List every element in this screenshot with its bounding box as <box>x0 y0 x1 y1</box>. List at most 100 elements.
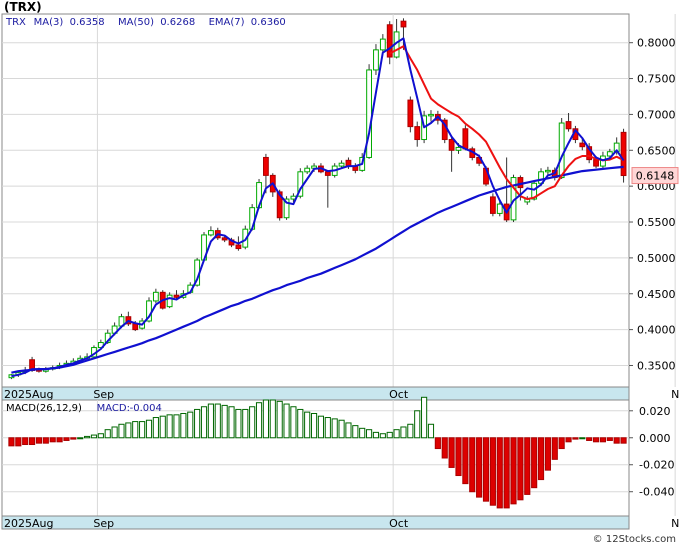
candle-body <box>407 99 414 128</box>
candle-body <box>448 139 455 151</box>
macd-legend-label: MACD: <box>97 403 130 414</box>
price-tick-label: 0.6500 <box>637 144 676 157</box>
candle-body <box>132 323 139 331</box>
macd-bar <box>517 437 524 501</box>
macd-bar <box>620 437 627 444</box>
macd-bar <box>173 414 180 439</box>
candle-body <box>207 230 214 236</box>
macd-bar <box>187 411 194 439</box>
candle-body <box>152 291 159 302</box>
macd-bar <box>379 433 386 439</box>
x-tick-label: Sep <box>93 388 114 401</box>
macd-bar <box>345 422 352 439</box>
macd-bar <box>15 437 22 447</box>
macd-bar <box>489 437 496 506</box>
macd-bar <box>200 406 208 439</box>
candle-body <box>606 151 613 157</box>
macd-bar <box>49 437 56 443</box>
candle-body <box>400 20 407 28</box>
macd-bar <box>255 402 263 439</box>
macd-bar <box>386 431 393 439</box>
candle-body <box>338 162 345 167</box>
symbol-label: (TRX) <box>4 0 42 14</box>
macd-bar <box>63 437 70 441</box>
macd-bar <box>304 411 311 439</box>
x-axis-band <box>1 515 630 530</box>
macd-bar <box>317 415 325 439</box>
macd-legend: MACD(26,12,9) MACD: -0.004 <box>6 403 162 414</box>
macd-bar <box>427 423 435 439</box>
macd-bar <box>510 437 517 505</box>
macd-bar <box>125 422 132 439</box>
macd-bar <box>524 437 531 495</box>
macd-bar <box>77 437 84 440</box>
macd-bar <box>84 435 91 439</box>
price-tick-label: 0.7500 <box>637 73 676 86</box>
legend-value: 0.6268 <box>160 17 195 28</box>
macd-bar <box>503 437 510 509</box>
macd-bar <box>482 437 490 502</box>
macd-bar <box>407 423 414 439</box>
legend-label: EMA(7) <box>209 17 245 28</box>
macd-bar <box>159 415 166 439</box>
price-plot-frame <box>1 13 630 388</box>
macd-tick-label: -0.040 <box>639 486 674 499</box>
macd-bar <box>613 437 620 444</box>
macd-bar <box>90 434 98 439</box>
candle-body <box>544 169 551 173</box>
macd-bar <box>194 408 201 439</box>
macd-bar <box>297 408 304 439</box>
candle-body <box>414 126 421 141</box>
macd-bar <box>56 437 63 443</box>
macd-bar <box>558 437 565 450</box>
candle-body <box>276 191 283 219</box>
macd-bar <box>235 408 242 439</box>
macd-bar <box>565 437 572 443</box>
price-panel: 0.80000.75000.70000.65000.60000.55000.50… <box>1 13 680 401</box>
macd-tick-label: -0.020 <box>639 459 674 472</box>
macd-bar <box>599 437 607 443</box>
price-tick-label: 0.7000 <box>637 108 676 121</box>
candle-body <box>489 196 496 214</box>
candle-body <box>304 167 311 173</box>
macd-tick-label: 0.000 <box>639 432 671 445</box>
candle-body <box>379 38 386 51</box>
macd-bar <box>586 437 593 441</box>
candle-body <box>620 131 627 177</box>
macd-bar <box>441 437 448 459</box>
candle-body <box>428 113 434 117</box>
macd-bar <box>269 399 276 439</box>
x-tick-label: 2025Aug <box>4 517 53 530</box>
macd-bar <box>207 403 214 439</box>
macd-bar <box>242 408 249 439</box>
x-tick-label: Nov <box>671 517 680 530</box>
candle-body <box>531 182 538 200</box>
candle-body <box>235 244 242 250</box>
macd-bar <box>139 421 146 439</box>
macd-bar <box>310 412 318 439</box>
macd-bar <box>366 429 373 439</box>
macd-bar <box>372 431 380 439</box>
macd-bar <box>152 417 159 439</box>
macd-bar <box>400 426 407 439</box>
legend-label: MA(50) <box>118 17 154 28</box>
macd-bar <box>592 437 600 443</box>
candle-body <box>579 142 586 148</box>
price-legend: TRX MA(3) 0.6358 MA(50) 0.6268 EMA(7) 0.6360 <box>5 17 286 28</box>
ema7-line <box>389 45 625 201</box>
macd-bar <box>290 406 297 439</box>
ma3-line <box>11 37 625 378</box>
macd-bar <box>28 437 36 446</box>
macd-bar <box>393 429 400 439</box>
macd-bar <box>544 437 551 471</box>
candle-body <box>558 122 565 179</box>
candle-body <box>283 198 290 219</box>
legend-value: 0.6358 <box>70 17 105 28</box>
macd-bar <box>35 437 43 444</box>
macd-bar <box>276 400 283 439</box>
macd-legend-label: MACD(26,12,9) <box>6 403 82 414</box>
candle-body <box>565 121 572 130</box>
macd-bar <box>249 406 256 439</box>
price-tick-label: 0.4500 <box>637 288 676 301</box>
ma50-line <box>11 165 624 374</box>
